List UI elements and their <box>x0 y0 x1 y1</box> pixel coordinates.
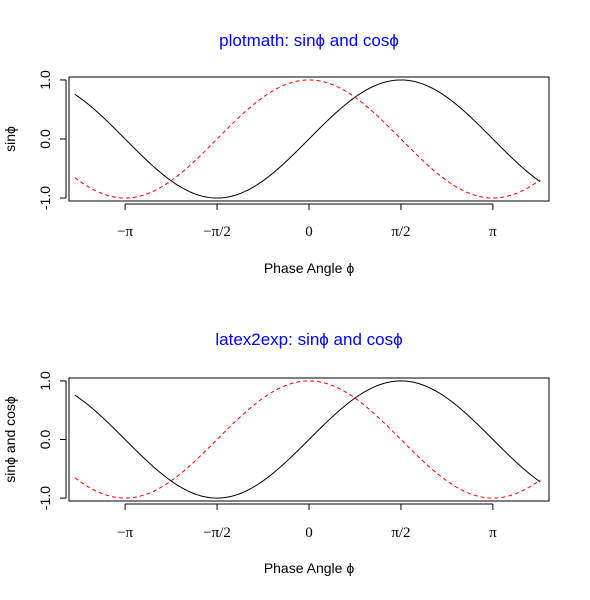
chart-panel-2: latex2exp: sinϕ and cosϕ −π −π/2 0 π/2 π -1.0 0… <box>2 330 550 576</box>
x-tick-label: −π/2 <box>203 224 231 240</box>
plot-frame <box>68 76 550 202</box>
x-tick-label: π <box>489 224 497 240</box>
series-line-sin <box>74 79 541 199</box>
chart-title: plotmath: sinϕ and cosϕ <box>219 31 399 50</box>
plot-frame <box>68 377 550 502</box>
x-tick-label: −π <box>117 525 133 541</box>
x-tick-label: 0 <box>305 525 313 541</box>
y-axis-label: sinϕ and cosϕ <box>2 396 18 483</box>
x-axis-label: Phase Angle ϕ <box>264 260 355 276</box>
y-tick-label: 0.0 <box>37 430 53 450</box>
chart-panel-1: plotmath: sinϕ and cosϕ −π −π/2 0 π/2 π -1.0 0.… <box>2 31 550 276</box>
series-line-cos <box>74 79 541 199</box>
y-tick-label: 1.0 <box>37 371 53 391</box>
y-tick-label: -1.0 <box>37 186 53 210</box>
x-tick-label: 0 <box>305 224 313 240</box>
x-tick-label: π <box>489 525 497 541</box>
x-tick-label: −π/2 <box>203 525 231 541</box>
series-line-cos <box>74 380 541 499</box>
y-tick-label: 1.0 <box>37 70 53 90</box>
chart-title: latex2exp: sinϕ and cosϕ <box>215 330 402 349</box>
series-line-sin <box>74 380 541 499</box>
x-tick-label: −π <box>117 224 133 240</box>
y-tick-label: -1.0 <box>37 486 53 510</box>
y-tick-label: 0.0 <box>37 129 53 149</box>
x-tick-label: π/2 <box>391 525 410 541</box>
x-tick-label: π/2 <box>391 224 410 240</box>
y-axis-label: sinϕ <box>2 126 18 152</box>
x-axis-label: Phase Angle ϕ <box>264 560 355 576</box>
